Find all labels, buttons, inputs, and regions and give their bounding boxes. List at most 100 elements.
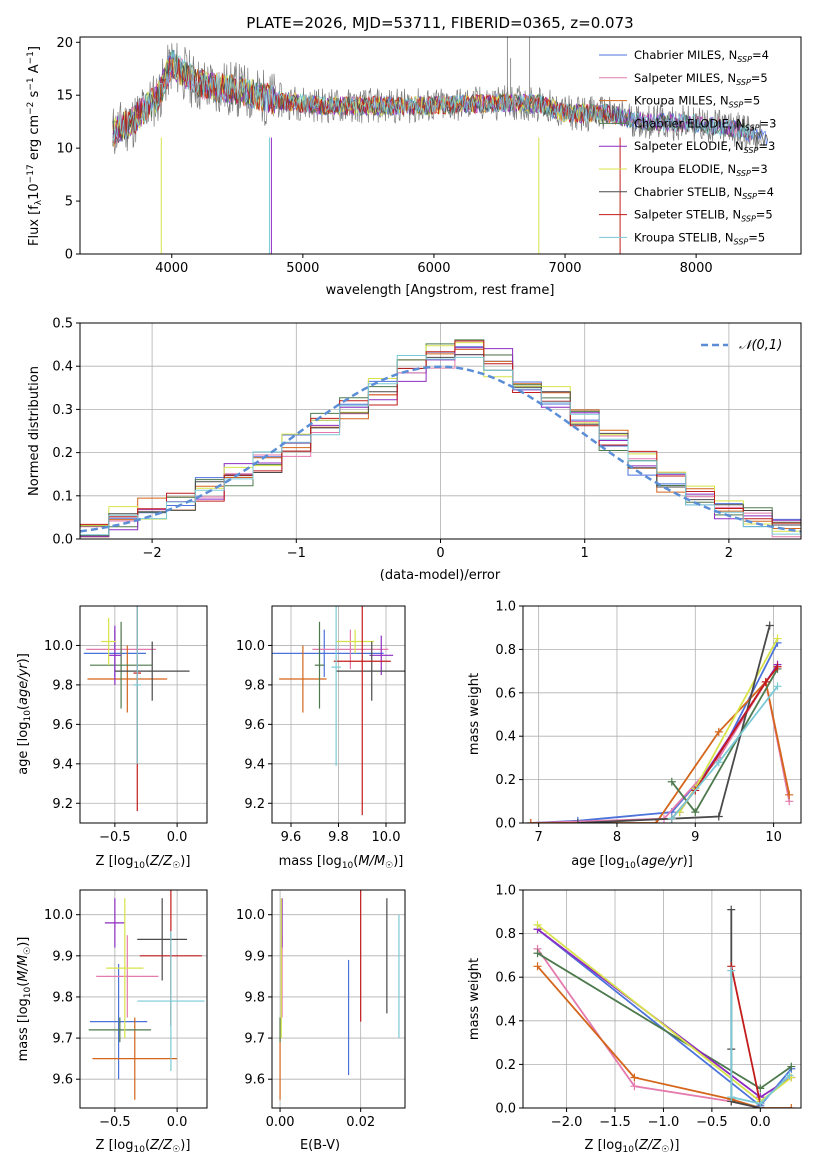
x-tick-label: −1: [287, 546, 306, 561]
y-tick-label: 0: [65, 248, 73, 263]
y-tick-label: 0.2: [495, 1058, 516, 1073]
x-tick-label: 0.0: [167, 830, 188, 845]
model-spectrum-line: [112, 50, 755, 144]
x-tick-label: 0.0: [167, 1115, 188, 1130]
mass-vs-ebv-panel: 0.00 0.02 9.6 9.7 9.8 9.9 10.0: [236, 889, 406, 1130]
x-tick-label: 7: [535, 830, 543, 845]
weight-marker: [630, 1073, 639, 1082]
y-tick-label: 10.0: [236, 639, 265, 654]
weight-series-line: [577, 625, 771, 823]
y-tick-label: 0.6: [495, 686, 516, 701]
mass-weight-vs-age-panel: 7 8 9 10 0.0 0.2 0.4 0.6 0.8 1.0: [495, 600, 802, 845]
normal-curve: [80, 365, 801, 533]
mass-ylabel: mass [log10(M/M☉)]: [16, 937, 33, 1062]
weight-marker: [714, 758, 723, 767]
y-tick-label: 9.7: [244, 1032, 265, 1047]
ebv-xlabel: E(B-V): [300, 1138, 340, 1153]
y-tick-label: 0.0: [495, 817, 516, 832]
weight-marker: [526, 819, 535, 823]
y-tick-label: 9.9: [52, 949, 73, 964]
y-tick-label: 0.4: [495, 730, 516, 745]
y-tick-label: 9.6: [52, 1073, 73, 1088]
weight-marker: [533, 949, 542, 958]
y-tick-label: 0.1: [52, 489, 73, 504]
y-tick-label: 9.2: [244, 797, 265, 812]
weight-series-line: [671, 685, 779, 820]
weight-marker: [667, 814, 676, 823]
spectrum-axes: [79, 36, 802, 255]
y-tick-label: 9.9: [244, 949, 265, 964]
legend-label: Salpeter STELIB, NSSP=5: [634, 208, 773, 224]
z-xlabel-3: Z [log10(Z/Z☉)]: [585, 1138, 680, 1155]
legend-label: Chabrier MILES, NSSP=4: [634, 48, 769, 64]
spectrum-lines: [112, 37, 768, 254]
x-tick-label: 0.02: [346, 1115, 375, 1130]
legend-label: Salpeter ELODIE, NSSP=3: [634, 139, 775, 155]
weight-marker: [533, 920, 542, 929]
legend-label: Kroupa STELIB, NSSP=5: [634, 230, 765, 246]
weight-marker: [533, 962, 542, 971]
mass-xlabel: mass [log10(M/M☉)]: [279, 854, 404, 871]
y-tick-label: 9.8: [52, 990, 73, 1005]
weight-marker: [765, 621, 774, 630]
normal-legend-label: 𝒩(0,1): [739, 338, 782, 353]
y-tick-label: 20: [56, 36, 73, 51]
y-tick-label: 5: [65, 195, 73, 210]
y-tick-label: 10.0: [236, 908, 265, 923]
y-tick-label: 9.8: [244, 678, 265, 693]
legend-label: Salpeter MILES, NSSP=5: [634, 71, 768, 87]
histogram-xlabel: (data-model)/error: [380, 568, 501, 583]
x-tick-label: −1.0: [648, 1115, 680, 1130]
mass-weight-ylabel-2: mass weight: [467, 958, 482, 1040]
weight-marker: [756, 1099, 765, 1108]
y-tick-label: 10: [56, 142, 73, 157]
x-tick-label: 7000: [548, 261, 581, 276]
mass-weight-vs-metallicity-panel: −2.0 −1.5 −1.0 −0.5 0.0 0.0 0.2 0.4 0.6 0.8 1.0: [495, 884, 802, 1130]
x-tick-label: 0.00: [266, 1115, 295, 1130]
x-tick-label: 2: [725, 546, 733, 561]
y-tick-label: 0.6: [495, 971, 516, 986]
y-tick-label: 0.4: [495, 1014, 516, 1029]
y-tick-label: 0.5: [52, 317, 73, 332]
weight-marker: [727, 966, 736, 975]
weight-marker: [573, 819, 582, 823]
y-tick-label: 9.6: [244, 718, 265, 733]
x-tick-label: 6000: [417, 261, 450, 276]
weight-marker: [727, 1093, 736, 1102]
weight-marker: [727, 905, 736, 914]
x-tick-label: 1: [581, 546, 589, 561]
weight-series-line: [730, 966, 762, 1104]
spectrum-xlabel: wavelength [Angstrom, rest frame]: [326, 283, 555, 298]
legend-label: Chabrier STELIB, NSSP=4: [634, 185, 774, 201]
y-tick-label: 9.4: [52, 757, 73, 772]
age-vs-metallicity-panel: −0.5 0.0 9.2 9.4 9.6 9.8 10.0: [44, 605, 208, 845]
x-tick-label: 0: [436, 546, 444, 561]
axes-frame: [79, 889, 208, 1109]
x-tick-label: −2: [143, 546, 162, 561]
errorbars: [88, 890, 205, 1100]
mass-vs-metallicity-panel: −0.5 0.0 9.6 9.7 9.8 9.9 10.0: [44, 889, 208, 1130]
axes-frame: [271, 605, 406, 824]
y-tick-label: 10.0: [44, 639, 73, 654]
weight-lines: [533, 905, 796, 1108]
weight-marker: [773, 662, 782, 671]
y-tick-label: 0.4: [52, 360, 73, 375]
weight-marker: [714, 812, 723, 821]
y-tick-label: 9.7: [52, 1032, 73, 1047]
legend-label: Kroupa MILES, NSSP=5: [634, 94, 760, 110]
y-tick-label: 9.2: [52, 797, 73, 812]
x-tick-label: 10.0: [372, 830, 401, 845]
weight-series-line: [530, 680, 791, 823]
spectrum-ylabel: Flux [fλ10−17 erg cm−2 s−1 A−1]: [26, 46, 44, 246]
weight-marker: [787, 1062, 796, 1071]
residual-histogram-panel: −2 −1 0 1 2 0.0 0.1 0.2 0.3 0.4 0.5 (data-model)/e…: [27, 317, 802, 583]
weight-lines: [526, 621, 794, 823]
mass-weight-ylabel-1: mass weight: [467, 673, 482, 755]
x-tick-label: 4000: [155, 261, 188, 276]
weight-marker: [773, 682, 782, 691]
age-vs-mass-panel: 9.6 9.8 10.0 9.2 9.4 9.6 9.8 10.0: [236, 605, 406, 845]
axes-frame: [79, 605, 208, 824]
y-tick-label: 1.0: [495, 600, 516, 615]
y-tick-label: 9.8: [244, 990, 265, 1005]
histogram-ylabel: Normed distribution: [27, 366, 42, 496]
